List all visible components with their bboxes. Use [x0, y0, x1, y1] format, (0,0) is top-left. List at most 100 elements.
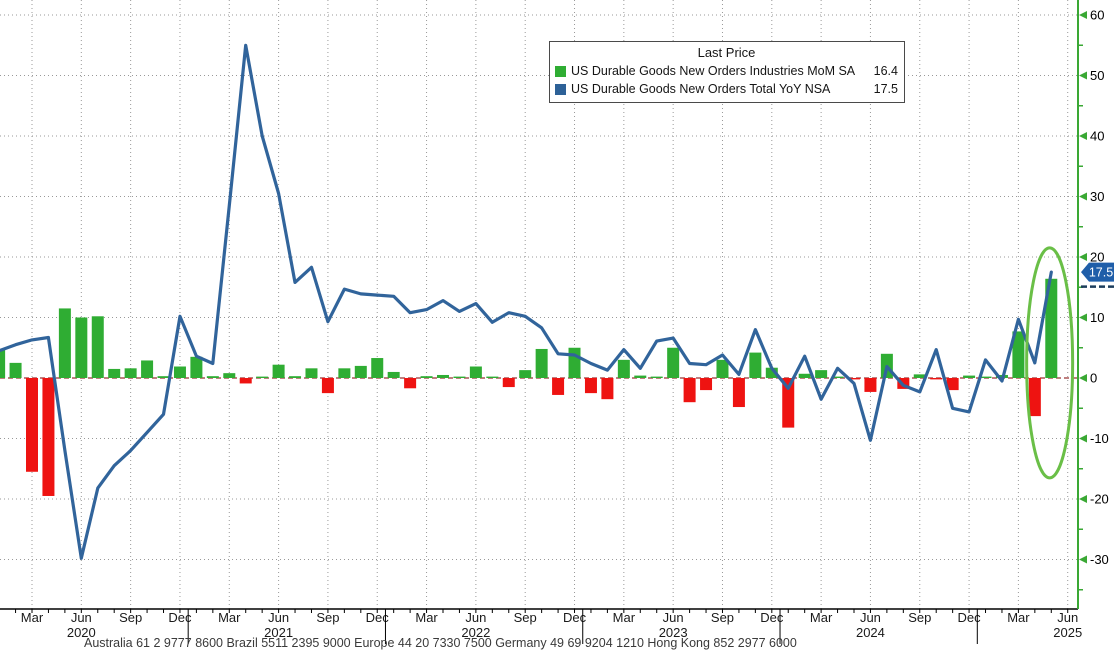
mom-bar — [749, 352, 762, 378]
mom-bar — [354, 365, 367, 378]
mom-bar — [469, 366, 482, 378]
y-tick-arrow-icon — [1079, 11, 1087, 19]
legend-row-mom: US Durable Goods New Orders Industries M… — [555, 62, 898, 80]
mom-bar — [782, 378, 795, 428]
x-axis-quarter-label: Jun — [1057, 610, 1078, 625]
mom-bar — [979, 376, 992, 378]
mom-bar — [1028, 378, 1041, 417]
axes: Mar Jun Sep Dec Mar Jun Sep Dec Mar Jun Sep Dec Mar J… — [0, 608, 1082, 644]
x-axis-quarter-label: Mar — [810, 610, 833, 625]
mom-bar — [338, 368, 351, 378]
mom-bar — [206, 376, 219, 378]
mom-bar — [404, 378, 417, 389]
mom-bar — [486, 376, 499, 378]
x-axis-year-label: 2022 — [461, 625, 490, 640]
x-axis-year-label: 2025 — [1053, 625, 1082, 640]
y-tick-arrow-icon — [1079, 71, 1087, 80]
y-tick-label: -30 — [1090, 552, 1109, 567]
mom-bar — [9, 362, 22, 378]
mom-bar — [387, 371, 400, 378]
mom-bar — [190, 356, 203, 378]
last-price-badge-shape — [1081, 262, 1114, 282]
x-axis-quarter-label: Dec — [760, 610, 784, 625]
mom-bar — [321, 378, 334, 394]
mom-bar — [650, 376, 663, 378]
x-axis-year-label: 2020 — [67, 625, 96, 640]
mom-bar — [239, 378, 252, 384]
legend-box: Last Price US Durable Goods New Orders I… — [549, 41, 905, 103]
x-axis-year-label: 2021 — [264, 625, 293, 640]
yoy-series-label: US Durable Goods New Orders Total YoY NS… — [571, 82, 831, 96]
x-axis-quarter-label: Mar — [415, 610, 438, 625]
y-tick-label: 10 — [1090, 310, 1104, 325]
y-tick-label: -20 — [1090, 492, 1109, 507]
mom-bar — [256, 376, 269, 378]
mom-bar — [683, 378, 696, 403]
yoy-series-swatch-icon — [555, 83, 566, 95]
x-axis-year-label: 2023 — [659, 625, 688, 640]
mom-bar — [289, 376, 302, 378]
y-tick-label: 40 — [1090, 129, 1104, 144]
mom-series-value: 16.4 — [873, 64, 898, 78]
x-axis-quarter-label: Jun — [71, 610, 92, 625]
mom-bar — [864, 378, 877, 392]
mom-bar — [26, 378, 38, 472]
x-axis-quarter-label: Mar — [613, 610, 636, 625]
mom-bar — [157, 376, 170, 378]
mom-series-swatch-icon — [555, 65, 566, 77]
mom-bar — [552, 378, 565, 395]
mom-bar — [437, 374, 449, 378]
y-tick-arrow-icon — [1079, 555, 1087, 564]
x-axis-quarter-label: Sep — [316, 610, 339, 625]
x-axis-quarter-label: Sep — [908, 610, 931, 625]
x-axis-quarter-label: Jun — [663, 610, 684, 625]
yoy-line — [0, 43, 1053, 560]
mom-bar — [502, 378, 515, 388]
last-price-badge-text: 17.5 — [1089, 266, 1113, 280]
x-axis-quarter-label: Dec — [958, 610, 982, 625]
last-price-badge: 17.5 — [1081, 262, 1114, 288]
mom-bar — [732, 378, 745, 408]
x-axis-quarter-label: Sep — [711, 610, 734, 625]
highlight-ellipse — [1025, 246, 1075, 480]
yoy-series-value: 17.5 — [873, 82, 898, 96]
x-axis-quarter-label: Jun — [860, 610, 881, 625]
mom-series-label: US Durable Goods New Orders Industries M… — [571, 64, 856, 78]
mom-bar — [798, 373, 811, 378]
mom-bar — [141, 360, 154, 378]
y-tick-arrow-icon — [1079, 132, 1087, 140]
mom-bar — [601, 378, 614, 400]
x-axis-quarter-label: Dec — [563, 610, 587, 625]
y-tick-label: 30 — [1090, 189, 1104, 204]
mom-bar — [617, 359, 630, 378]
x-axis-quarter-label: Mar — [1007, 610, 1030, 625]
y-tick-arrow-icon — [1079, 374, 1087, 382]
mom-bar — [848, 378, 860, 380]
mom-bar — [519, 370, 532, 378]
mom-bar — [831, 376, 844, 378]
x-axis-quarter-label: Jun — [268, 610, 289, 625]
mom-bar — [1012, 331, 1025, 378]
mom-bar — [91, 316, 104, 378]
x-axis-quarter-label: Dec — [168, 610, 192, 625]
gridlines — [0, 0, 1078, 609]
mom-bar — [124, 368, 137, 378]
mom-bar — [0, 348, 6, 378]
y-tick-arrow-icon — [1079, 313, 1087, 322]
mom-bar — [913, 374, 926, 378]
mom-bar — [568, 347, 581, 378]
mom-bar — [58, 308, 71, 378]
mom-bar — [371, 358, 384, 378]
mom-bar — [815, 370, 828, 378]
mom-bar — [634, 375, 647, 378]
mom-bar — [75, 317, 88, 378]
x-axis-year-label: 2024 — [856, 625, 885, 640]
y-tick-label: -10 — [1090, 431, 1109, 446]
mom-bar — [173, 366, 186, 378]
mom-bar — [963, 375, 976, 378]
x-axis-quarter-label: Sep — [514, 610, 537, 625]
mom-bar — [420, 376, 433, 378]
mom-bar — [1045, 278, 1058, 378]
legend-row-yoy: US Durable Goods New Orders Total YoY NS… — [555, 80, 898, 98]
